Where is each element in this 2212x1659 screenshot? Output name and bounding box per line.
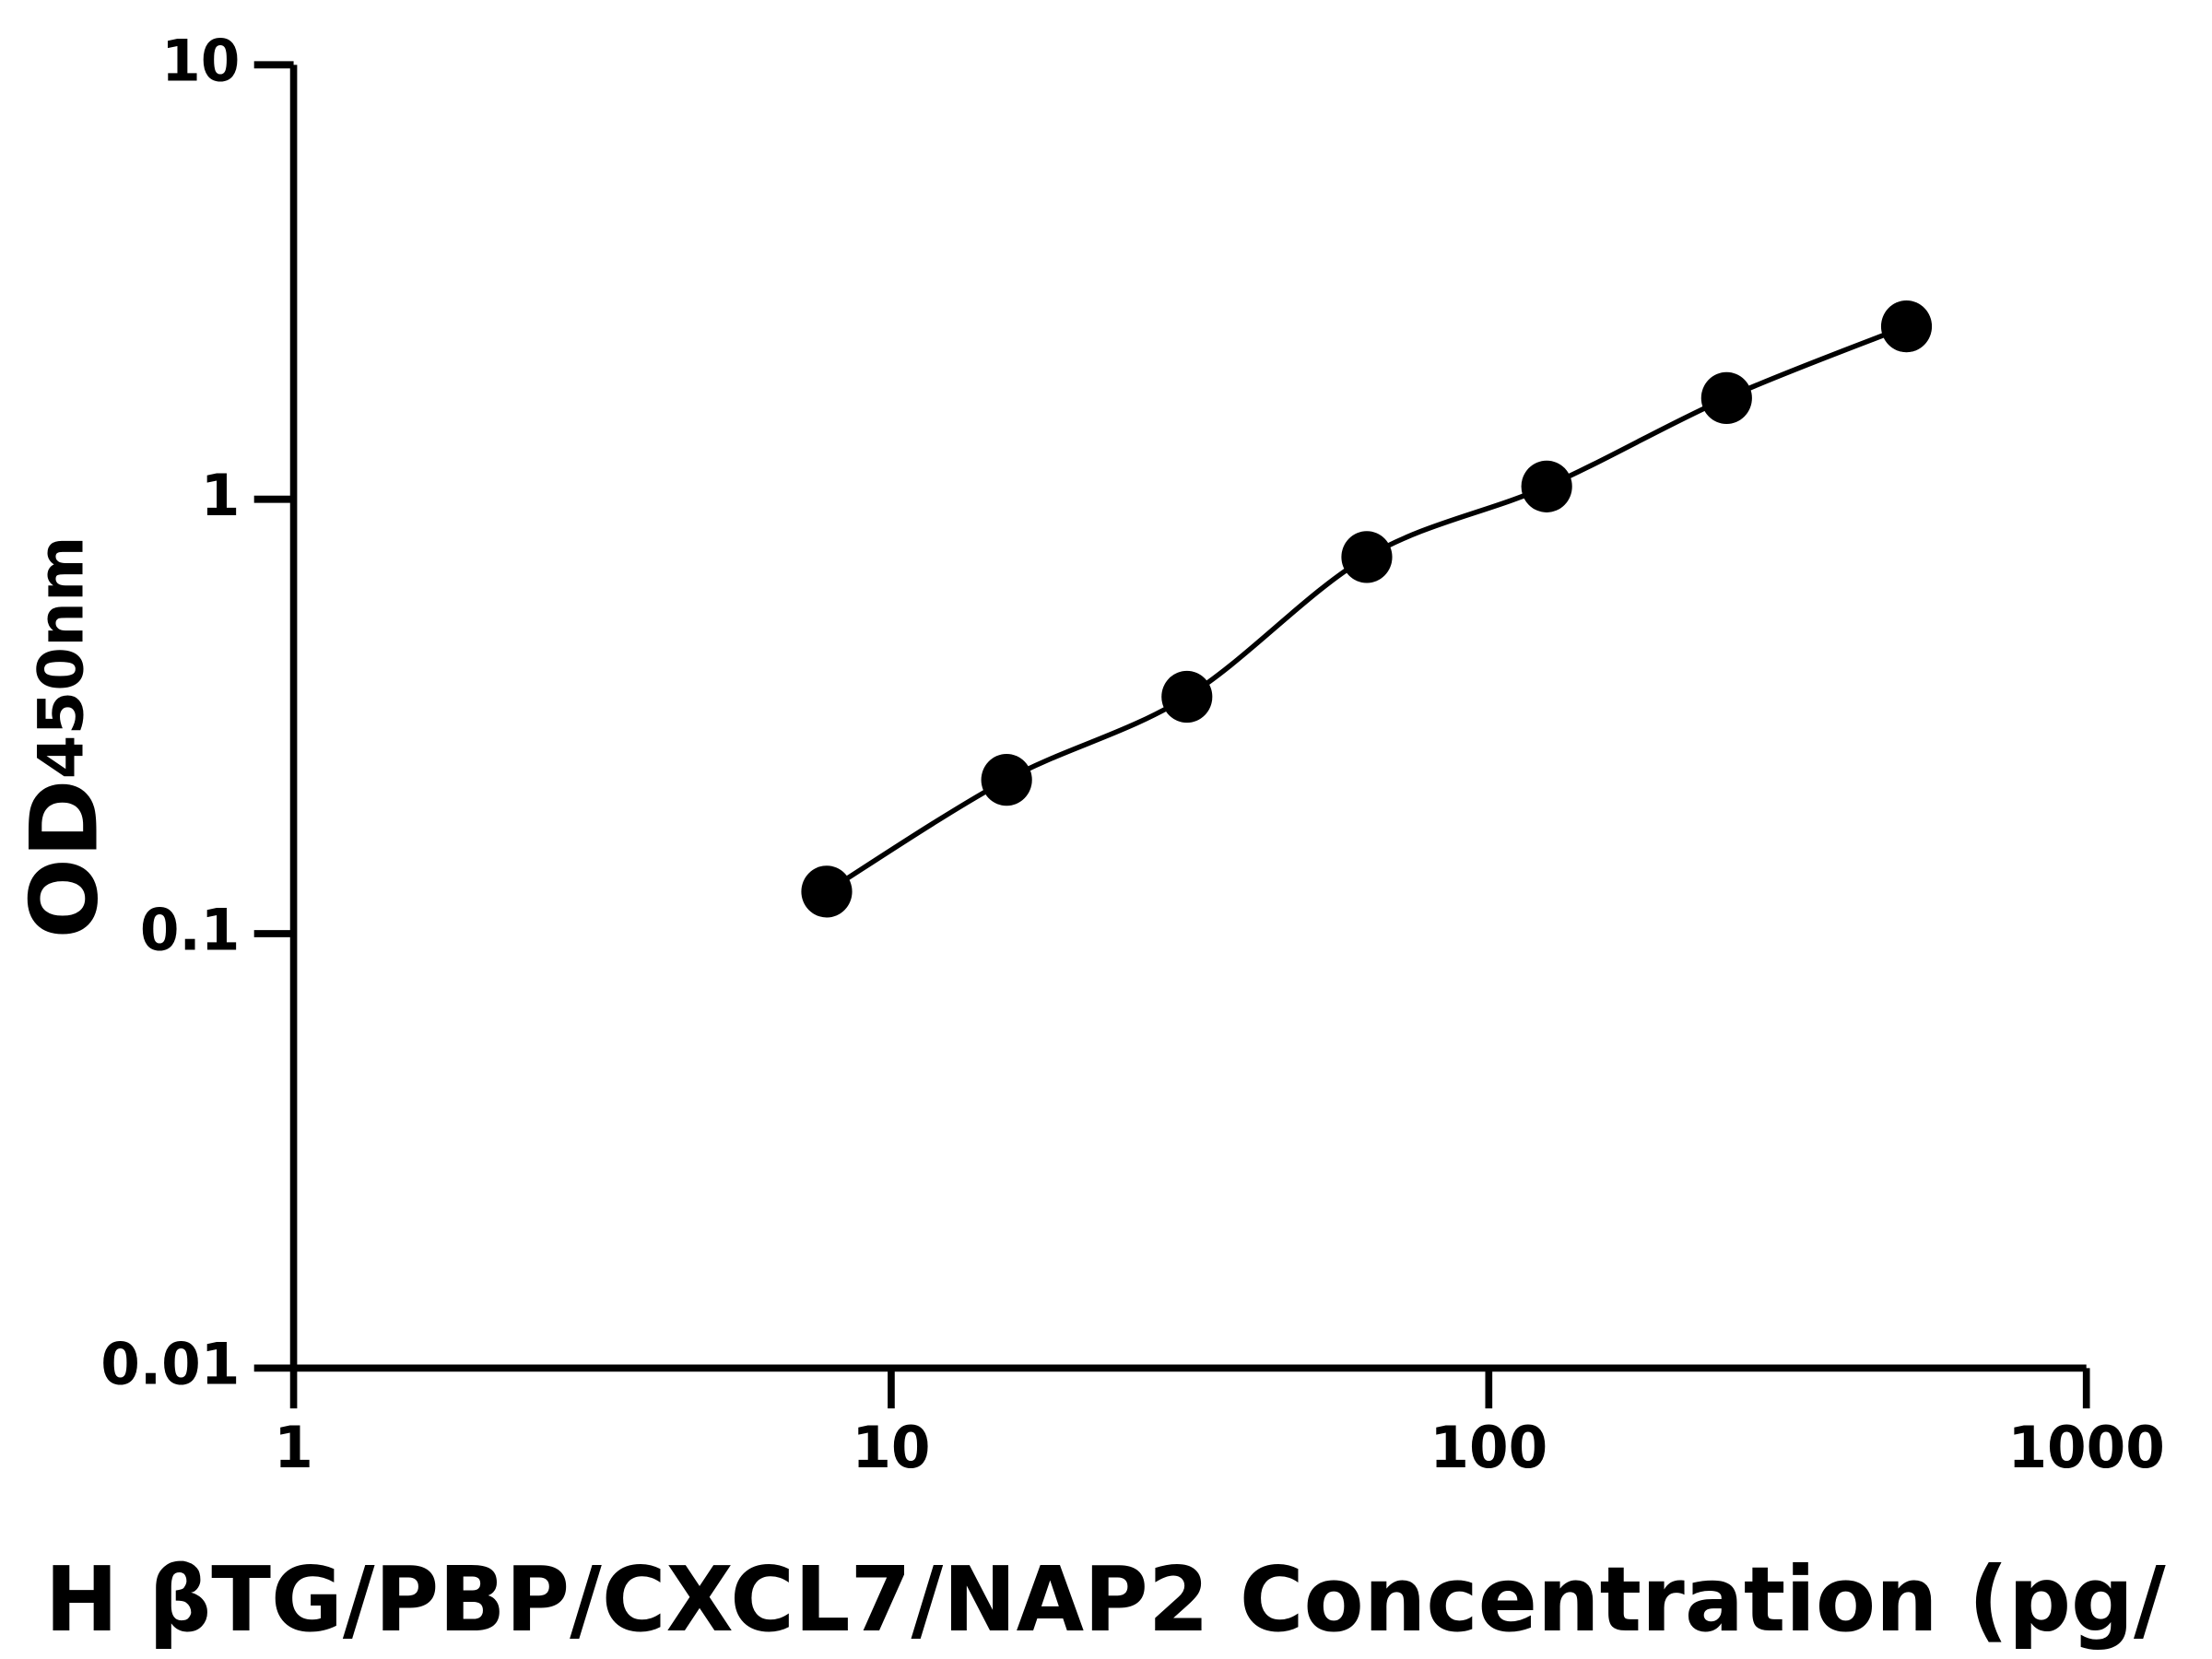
x-tick-label: 10 <box>852 1415 930 1482</box>
x-axis-label: H βTG/PBP/CXCL7/NAP2 Concentration (pg/ <box>45 1547 2167 1652</box>
data-point <box>1700 371 1752 424</box>
data-point <box>801 865 853 918</box>
y-axis-label: OD450nm <box>10 535 119 938</box>
data-point <box>1341 531 1393 583</box>
y-tick-label: 1 <box>201 462 241 529</box>
y-tick-label: 0.1 <box>140 897 241 964</box>
x-tick-label: 1 <box>274 1415 313 1482</box>
y-axis-label-sub: 450nm <box>25 535 97 779</box>
y-tick-label: 10 <box>161 28 240 95</box>
x-tick-label: 1000 <box>2007 1415 2164 1482</box>
data-point <box>1161 670 1213 724</box>
y-axis-label-main: OD <box>10 779 119 938</box>
data-point <box>1521 460 1572 512</box>
data-point <box>1880 300 1933 353</box>
y-tick-label: 0.01 <box>100 1331 240 1398</box>
data-point <box>981 753 1032 806</box>
x-tick-label: 100 <box>1430 1415 1547 1482</box>
